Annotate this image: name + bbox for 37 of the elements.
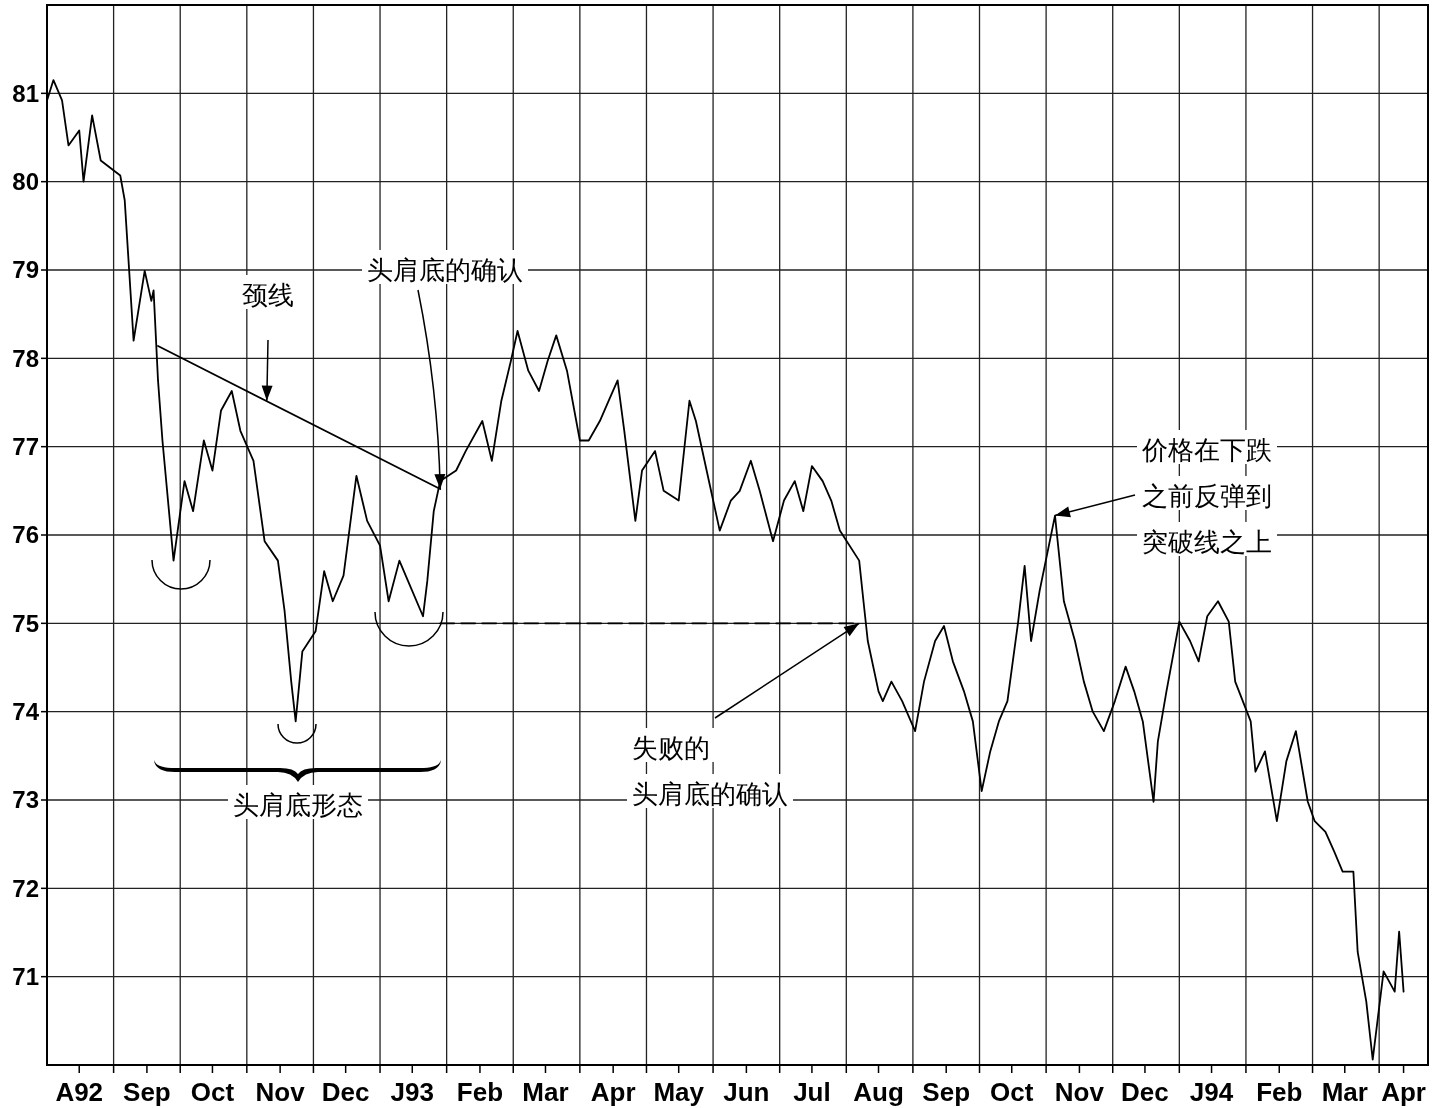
x-tick-label: Sep xyxy=(922,1077,971,1107)
x-tick-label: J94 xyxy=(1189,1077,1234,1107)
y-tick-label: 81 xyxy=(12,79,39,107)
y-tick-label: 80 xyxy=(12,168,39,196)
y-tick-label: 72 xyxy=(12,874,39,902)
y-tick-label: 73 xyxy=(12,786,39,814)
y-tick-label: 71 xyxy=(12,963,39,991)
y-tick-label: 74 xyxy=(12,698,40,726)
x-tick-label: Oct xyxy=(990,1077,1034,1107)
x-tick-label: Aug xyxy=(853,1077,904,1107)
y-tick-label: 79 xyxy=(12,256,39,284)
y-tick-label: 75 xyxy=(12,609,39,637)
x-tick-label: Feb xyxy=(1256,1077,1303,1107)
x-tick-label: Nov xyxy=(1054,1077,1105,1107)
x-tick-label: Dec xyxy=(1121,1077,1169,1107)
x-tick-label: Nov xyxy=(255,1077,306,1107)
x-tick-label: Feb xyxy=(456,1077,504,1107)
y-tick-label: 78 xyxy=(12,344,39,372)
annotation: 头肩底形态 xyxy=(233,790,363,821)
x-tick-label: Dec xyxy=(321,1077,370,1107)
x-tick-label: May xyxy=(653,1077,705,1107)
y-tick-label: 77 xyxy=(12,433,39,461)
x-tick-label: Mar xyxy=(522,1077,569,1107)
annotation: 颈线 xyxy=(242,280,294,311)
x-tick-label: Mar xyxy=(1321,1077,1368,1107)
annotation: 失败的头肩底的确认 xyxy=(632,733,788,810)
annotation: 头肩底的确认 xyxy=(367,255,523,286)
x-tick-label: Sep xyxy=(123,1077,171,1107)
x-tick-label: Apr xyxy=(590,1077,636,1107)
annotation: 价格在下跌之前反弹到突破线之上 xyxy=(1141,435,1272,558)
x-tick-label: Apr xyxy=(1381,1077,1426,1107)
x-tick-label: Jul xyxy=(793,1077,831,1107)
x-tick-label: A92 xyxy=(55,1077,104,1107)
y-tick-label: 76 xyxy=(12,521,39,549)
x-tick-label: J93 xyxy=(390,1077,434,1107)
x-tick-label: Oct xyxy=(190,1077,235,1107)
x-tick-label: Jun xyxy=(723,1077,770,1107)
